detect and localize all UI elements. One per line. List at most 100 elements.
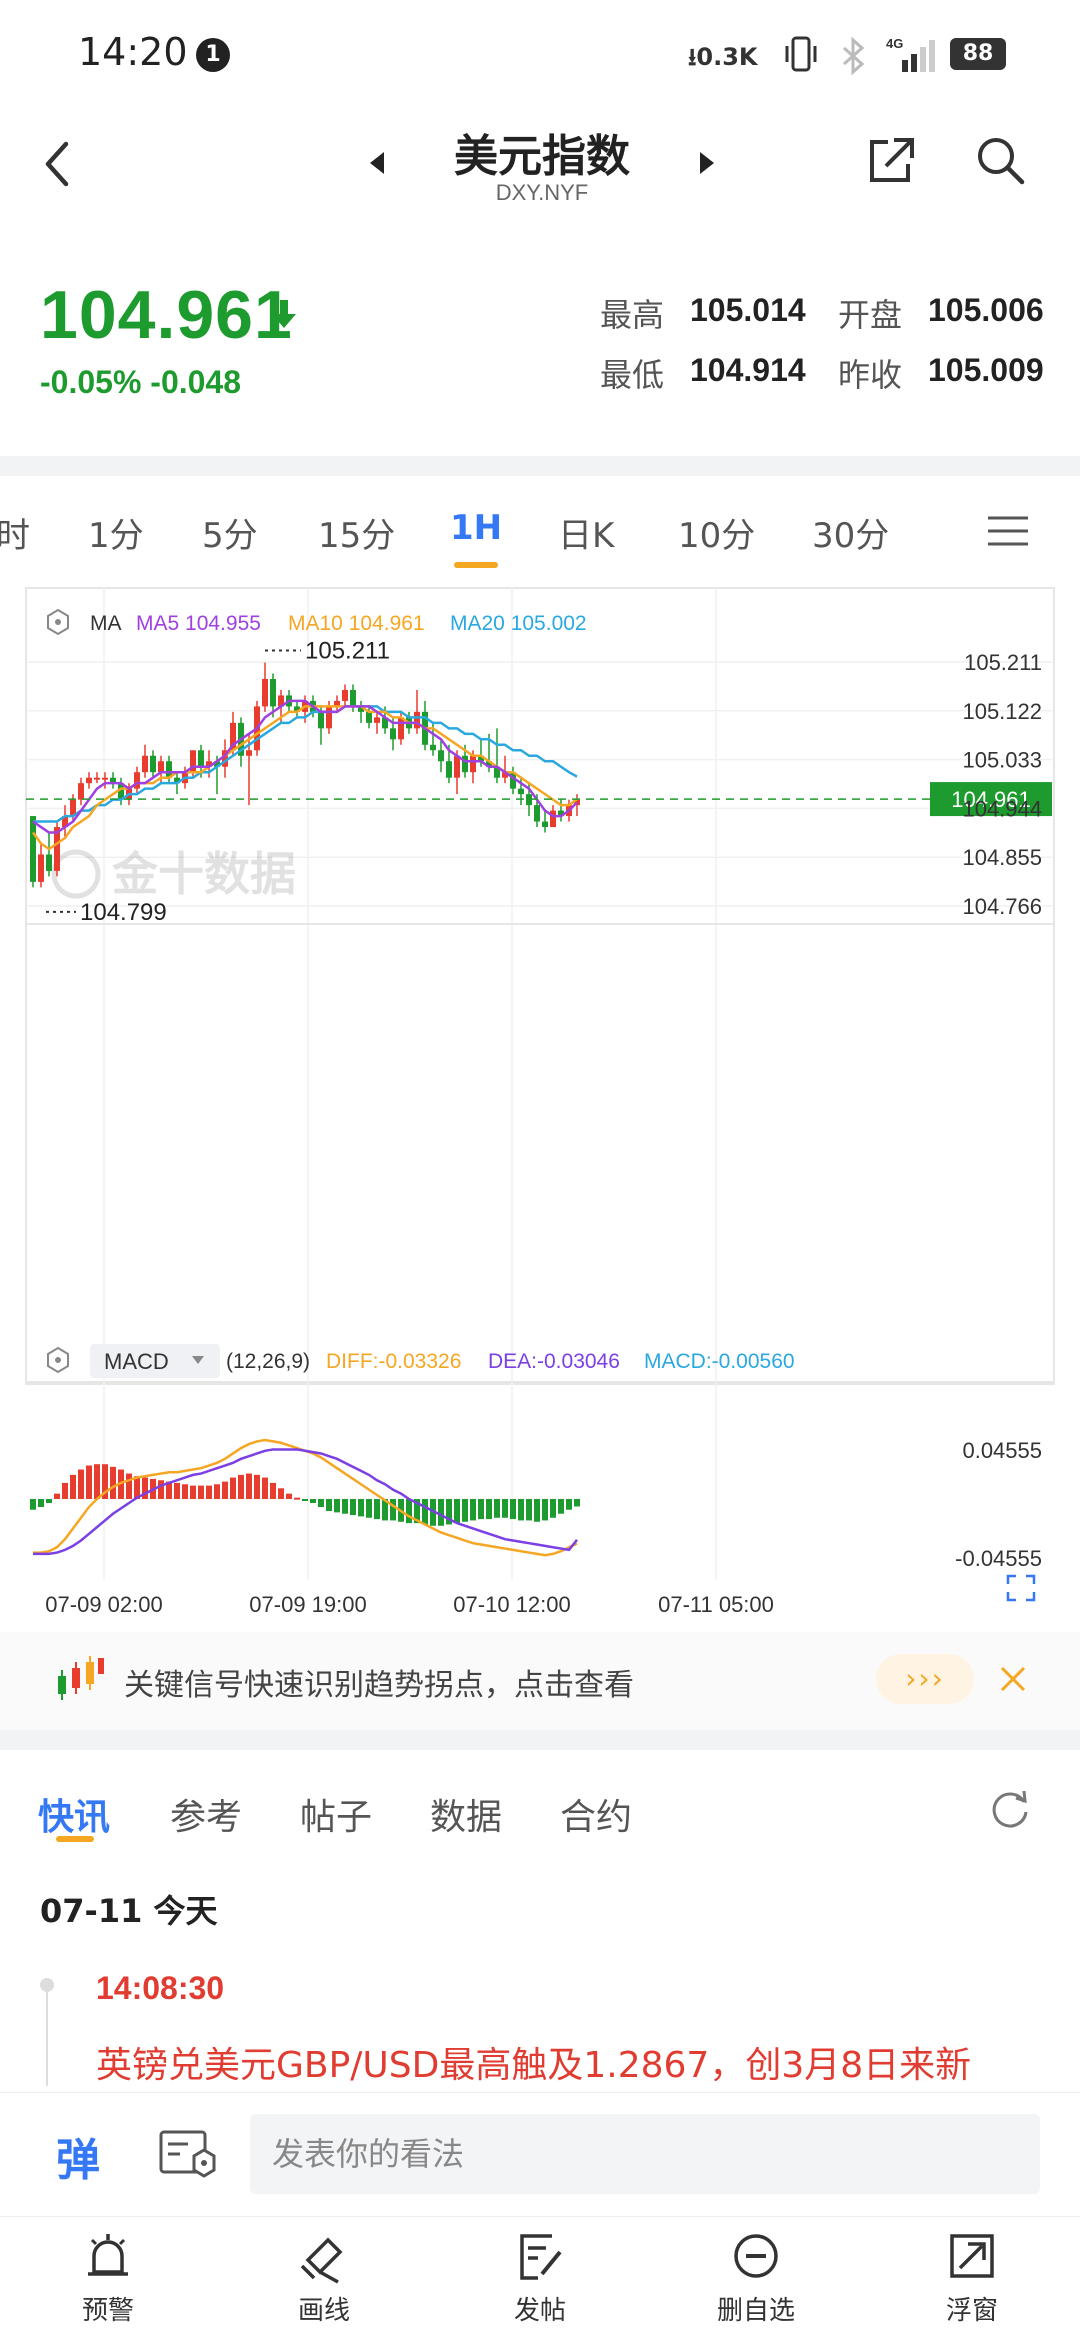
nav-alert-label: 预警 [81, 2296, 134, 2326]
nav-float-window-label: 浮窗 [945, 2296, 998, 2326]
candle-body [86, 777, 92, 784]
tab-time[interactable]: 时 [0, 516, 30, 556]
price-axis-label: 105.211 [964, 650, 1042, 675]
macd-bar [38, 1499, 44, 1508]
macd-axis-top: 0.04555 [962, 1438, 1042, 1463]
current-price-tag [930, 782, 1052, 817]
macd-bar [78, 1469, 84, 1499]
active-news-tab-indicator [56, 1836, 94, 1842]
section-divider [0, 456, 1080, 476]
candle-body [70, 799, 76, 817]
price-axis-label: 105.122 [962, 699, 1042, 724]
nav-draw[interactable]: 画线 [264, 2230, 384, 2330]
macd-bar [334, 1499, 340, 1513]
tab-posts[interactable]: 帖子 [300, 1797, 373, 1838]
tab-1h[interactable]: 1H [450, 508, 503, 548]
timeline-dot [40, 1978, 54, 1992]
nav-float-window[interactable]: 浮窗 [912, 2230, 1032, 2330]
tab-contracts[interactable]: 合约 [560, 1797, 633, 1838]
refresh-icon[interactable] [988, 1786, 1032, 1830]
price-chart[interactable]: MA MA5 104.955 MA10 104.961 MA20 105.002… [0, 580, 1080, 1630]
message-card-icon[interactable] [158, 2128, 220, 2178]
candle-signal-icon [58, 1656, 104, 1700]
high-label: 105.211 [305, 638, 390, 665]
macd-bar [206, 1485, 212, 1499]
macd-bar [174, 1482, 180, 1499]
macd-label: MACD [104, 1349, 169, 1374]
banner-text[interactable]: 关键信号快速识别趋势拐点，点击查看 [124, 1668, 634, 1703]
menu-icon[interactable] [986, 514, 1030, 548]
macd-bar [126, 1473, 132, 1499]
candle-body [214, 761, 220, 767]
ma10-line [31, 705, 578, 851]
macd-bar [302, 1499, 308, 1501]
bullet-comment-label: 弹 [56, 2135, 100, 2186]
candle-body [294, 706, 300, 712]
candle-body [374, 717, 380, 723]
nav-remove-favorite-label: 删自选 [716, 2296, 795, 2326]
macd-bar [358, 1499, 364, 1517]
macd-bar [318, 1499, 324, 1508]
time-axis-label: 07-10 12:00 [453, 1592, 570, 1617]
search-icon[interactable] [974, 134, 1026, 186]
tab-10min[interactable]: 10分 [678, 516, 756, 556]
tab-30min[interactable]: 30分 [812, 516, 890, 556]
nav-remove-favorite[interactable]: 删自选 [696, 2230, 816, 2330]
tab-5min[interactable]: 5分 [202, 516, 258, 556]
ma5-legend: MA5 104.955 [136, 612, 261, 635]
bullet-comment-button[interactable]: 弹 [56, 2124, 116, 2186]
candle-body [190, 750, 196, 773]
share-icon[interactable] [866, 134, 916, 186]
macd-bar [70, 1474, 76, 1499]
next-symbol-button[interactable] [696, 148, 718, 178]
back-button[interactable] [36, 134, 80, 194]
close-icon[interactable] [998, 1664, 1028, 1694]
macd-bar [382, 1499, 388, 1521]
macd-bar [454, 1499, 460, 1524]
macd-bar [102, 1464, 108, 1499]
macd-bar [534, 1499, 540, 1522]
nav-alert[interactable]: 预警 [48, 2230, 168, 2330]
price-axis-label: 105.033 [962, 748, 1042, 773]
nav-post[interactable]: 发帖 [480, 2230, 600, 2330]
news-headline[interactable]: 英镑兑美元GBP/USD最高触及1.2867，创3月8日来新 [96, 2045, 972, 2086]
candle-body [558, 810, 564, 817]
tab-flash-news[interactable]: 快讯 [38, 1797, 111, 1838]
down-arrow-icon [272, 300, 296, 328]
candle-body [438, 750, 444, 762]
low-marker: 104.799 [46, 899, 167, 926]
macd-indicator-select[interactable] [90, 1344, 220, 1378]
float-window-icon [950, 2234, 994, 2278]
macd-bar [134, 1476, 140, 1499]
stat-prev-close-label: 昨收 [838, 356, 903, 394]
macd-bar [526, 1499, 532, 1521]
candle-body [198, 750, 204, 767]
ma20-line [33, 705, 578, 823]
candle-body [246, 750, 252, 756]
banner-more-button[interactable]: ››› [876, 1654, 974, 1704]
tab-reference[interactable]: 参考 [170, 1797, 243, 1838]
comment-input[interactable] [250, 2114, 1040, 2194]
macd-dea-value: DEA:-0.03046 [488, 1350, 620, 1373]
tab-daily[interactable]: 日K [558, 516, 615, 556]
stat-high-value: 105.014 [690, 292, 806, 328]
tab-1min[interactable]: 1分 [88, 516, 144, 556]
candle-body [318, 711, 324, 729]
macd-bar [246, 1473, 252, 1499]
macd-histogram [30, 1464, 580, 1526]
candle-body [166, 761, 172, 778]
time-axis-label: 07-09 02:00 [45, 1592, 162, 1617]
previous-symbol-button[interactable] [366, 148, 388, 178]
macd-bar [470, 1499, 476, 1521]
tab-data[interactable]: 数据 [430, 1797, 503, 1838]
candle-body [342, 689, 348, 701]
macd-bar [518, 1499, 524, 1521]
bell-icon [88, 2234, 128, 2276]
candle-body [262, 678, 268, 707]
fullscreen-icon[interactable] [1006, 1574, 1036, 1602]
stat-low-label: 最低 [600, 356, 665, 394]
tab-15min[interactable]: 15分 [318, 516, 396, 556]
macd-bar [462, 1499, 468, 1522]
macd-bar [294, 1497, 300, 1500]
candle-body [414, 711, 420, 729]
